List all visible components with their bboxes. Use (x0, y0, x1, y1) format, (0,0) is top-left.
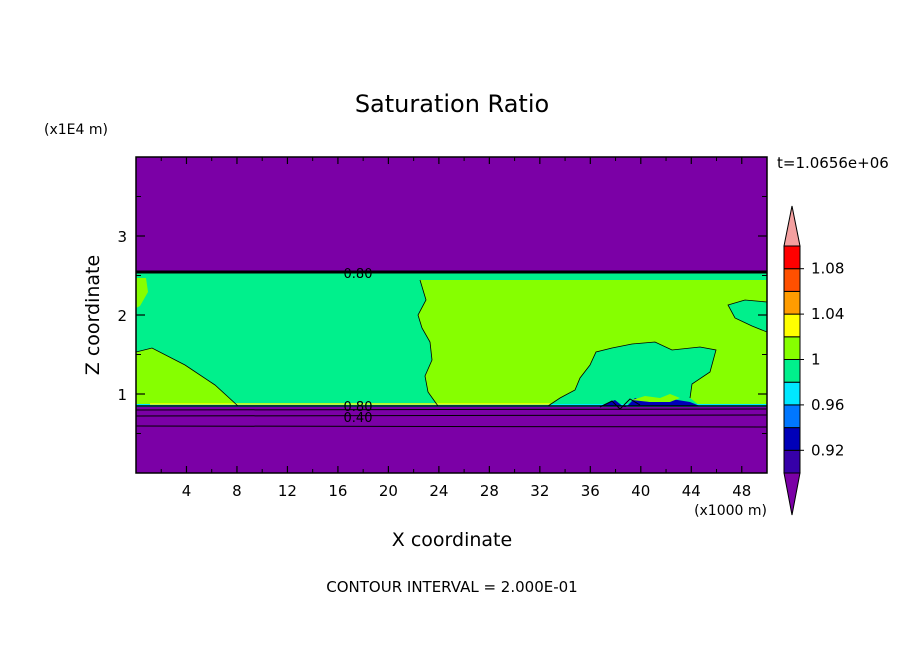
lime-speck (632, 394, 680, 402)
colorbar-box (783, 359, 801, 383)
contour-left-patch (136, 347, 239, 407)
x-tick-label: 36 (581, 482, 600, 500)
lime-region-main (418, 280, 767, 406)
colorbar-label: 1.04 (811, 305, 844, 323)
contour-label-upper: 0.80 (344, 267, 373, 282)
x-tick-label: 4 (182, 482, 192, 500)
x-tick-label: 20 (379, 482, 398, 500)
colorbar-low-triangle (783, 472, 801, 516)
y-tick-label: 3 (117, 228, 127, 246)
chart-title: Saturation Ratio (355, 90, 549, 118)
x-axis-title: X coordinate (392, 529, 512, 551)
colorbar-box (783, 290, 801, 315)
x-tick-label: 32 (530, 482, 549, 500)
time-label: t=1.0656e+06 (777, 154, 889, 172)
colorbar-box (783, 336, 801, 360)
contour-line-4 (136, 425, 767, 428)
lime-patch-left-top (136, 278, 148, 308)
x-tick-label: 48 (732, 482, 751, 500)
y-axis: 1 2 3 (117, 196, 767, 434)
colorbar-label: 0.96 (811, 396, 844, 414)
contour-far-right (727, 299, 767, 333)
x-tick-label: 40 (631, 482, 650, 500)
colorbar-box (783, 268, 801, 292)
x-tick-label: 8 (232, 482, 242, 500)
lime-patch-left (136, 348, 238, 406)
colorbar-box (783, 449, 801, 474)
x-scale-label: (x1000 m) (694, 503, 767, 519)
contour-interval-footer: CONTOUR INTERVAL = 2.000E-01 (326, 578, 577, 596)
x-tick-label: 16 (328, 482, 347, 500)
colorbar-box (783, 427, 801, 451)
x-axis: 4 8 12 16 20 24 28 32 36 40 44 48 (160, 157, 751, 500)
contour-line-2 (136, 408, 767, 411)
colorbar-label: 1.08 (811, 260, 844, 278)
contour-label-middle: 0.80 (344, 400, 373, 415)
y-scale-label: (x1E4 m) (44, 122, 108, 138)
x-tick-label: 44 (682, 482, 701, 500)
colorbar-box (783, 313, 801, 338)
colorbar: 1.08 1.04 1 0.96 0.92 (783, 205, 844, 516)
y-tick-label: 2 (117, 307, 127, 325)
yellow-edge (150, 403, 550, 405)
x-tick-label: 12 (278, 482, 297, 500)
lower-dry-region (136, 407, 767, 473)
colorbar-label: 1 (811, 351, 821, 369)
colorbar-box (783, 381, 801, 406)
colorbar-label: 0.92 (811, 441, 844, 459)
contour-line-3 (136, 414, 767, 417)
x-tick-label: 28 (480, 482, 499, 500)
colorbar-box (783, 245, 801, 270)
colorbar-high-triangle (783, 205, 801, 247)
contour-right (547, 341, 717, 407)
contour-label-lower: 0.40 (344, 411, 373, 426)
y-axis-title: Z coordinate (82, 255, 104, 375)
contour-field (136, 157, 767, 473)
contour-central (417, 279, 439, 407)
contour-wiggle (599, 398, 641, 410)
x-tick-label: 24 (429, 482, 448, 500)
colorbar-box (783, 404, 801, 429)
y-tick-label: 1 (117, 386, 127, 404)
